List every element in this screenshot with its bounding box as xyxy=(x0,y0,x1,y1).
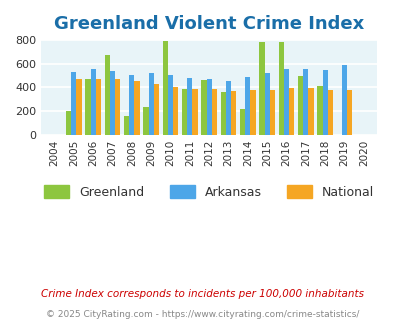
Bar xyxy=(341,65,346,135)
Bar xyxy=(129,75,134,135)
Bar xyxy=(85,79,90,135)
Bar xyxy=(288,88,294,135)
Bar xyxy=(327,89,332,135)
Bar xyxy=(153,84,159,135)
Bar xyxy=(220,92,225,135)
Text: Crime Index corresponds to incidents per 100,000 inhabitants: Crime Index corresponds to incidents per… xyxy=(41,289,364,299)
Bar xyxy=(245,78,250,135)
Bar xyxy=(90,69,96,135)
Bar xyxy=(346,90,352,135)
Bar xyxy=(162,41,168,135)
Bar xyxy=(115,80,120,135)
Bar xyxy=(308,88,313,135)
Bar xyxy=(181,89,187,135)
Bar xyxy=(143,107,148,135)
Bar xyxy=(71,72,76,135)
Bar xyxy=(303,69,308,135)
Bar xyxy=(259,42,264,135)
Bar xyxy=(239,109,245,135)
Title: Greenland Violent Crime Index: Greenland Violent Crime Index xyxy=(54,15,363,33)
Bar xyxy=(283,69,288,135)
Bar xyxy=(269,90,274,135)
Bar xyxy=(211,89,217,135)
Bar xyxy=(187,78,192,135)
Bar xyxy=(225,81,230,135)
Text: © 2025 CityRating.com - https://www.cityrating.com/crime-statistics/: © 2025 CityRating.com - https://www.city… xyxy=(46,310,359,319)
Bar xyxy=(110,72,115,135)
Bar xyxy=(297,76,303,135)
Bar xyxy=(250,90,255,135)
Bar xyxy=(124,116,129,135)
Bar xyxy=(134,81,139,135)
Bar xyxy=(76,79,81,135)
Bar xyxy=(206,79,211,135)
Bar xyxy=(192,89,197,135)
Legend: Greenland, Arkansas, National: Greenland, Arkansas, National xyxy=(38,179,379,205)
Bar xyxy=(173,87,178,135)
Bar xyxy=(104,55,110,135)
Bar xyxy=(317,86,322,135)
Bar xyxy=(322,70,327,135)
Bar xyxy=(168,75,173,135)
Bar xyxy=(96,79,101,135)
Bar xyxy=(201,80,206,135)
Bar xyxy=(148,73,153,135)
Bar xyxy=(264,73,269,135)
Bar xyxy=(278,42,283,135)
Bar xyxy=(230,91,236,135)
Bar xyxy=(66,111,71,135)
